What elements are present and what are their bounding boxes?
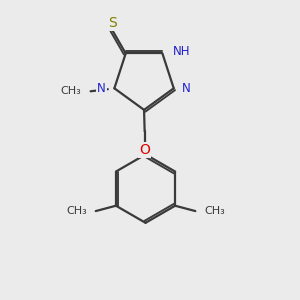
Text: O: O [139,143,150,157]
Text: CH₃: CH₃ [66,206,87,216]
Text: CH₃: CH₃ [60,86,81,96]
Text: S: S [108,16,117,29]
Text: N: N [97,82,106,95]
Text: N: N [182,82,191,95]
Text: NH: NH [173,45,190,58]
Text: CH₃: CH₃ [204,206,225,216]
